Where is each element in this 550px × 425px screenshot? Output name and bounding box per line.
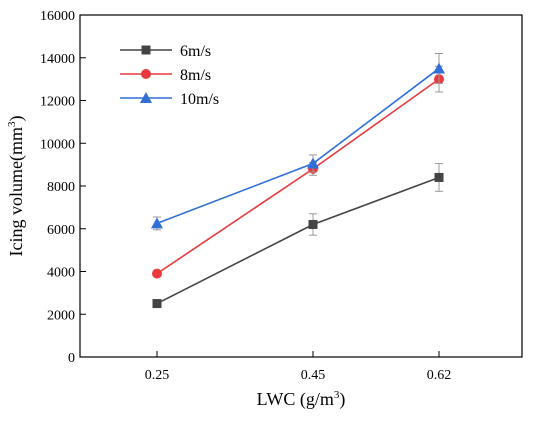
y-tick-label: 0 [68,351,75,366]
data-point [308,219,318,229]
y-tick-label: 10000 [40,137,75,152]
x-tick-label: 0.25 [145,368,170,383]
plot-frame-group [79,14,523,358]
data-point [434,172,444,182]
legend-label: 6m/s [180,43,211,60]
legend-label: 8m/s [180,67,211,84]
y-tick-label: 14000 [40,52,75,67]
y-tick-label: 6000 [47,223,75,238]
y-axis-ticks: 0 2000 4000 6000 8000 10000 12000 14000 16000 [40,9,86,366]
y-tick-label: 4000 [47,266,75,281]
data-point [152,268,162,279]
series-line [156,176,440,305]
legend-marker [140,92,152,103]
series-group [151,52,445,309]
series-6m-s [152,163,444,309]
plot-frame [79,14,523,358]
series-line [156,78,440,275]
y-tick-label: 2000 [47,308,75,323]
y-tick-label: 16000 [40,9,75,24]
y-axis-label: Icing volume(mm3) [6,116,27,257]
y-tick-label: 8000 [47,180,75,195]
series-10m-s [151,52,445,231]
data-point [152,299,162,309]
data-point [307,157,319,169]
x-tick-label: 0.45 [301,368,326,383]
x-axis-label: LWC (g/m3) [257,389,346,410]
y-tick-label: 12000 [40,95,75,110]
legend-marker [141,69,151,79]
x-axis-ticks: 0.25 0.45 0.62 [145,351,452,383]
data-point [433,62,445,74]
legend-label: 10m/s [180,91,219,108]
legend-marker [141,45,151,55]
x-tick-label: 0.62 [427,368,452,383]
legend: 6m/s 8m/s 10m/s [120,43,219,108]
data-point [151,217,163,229]
